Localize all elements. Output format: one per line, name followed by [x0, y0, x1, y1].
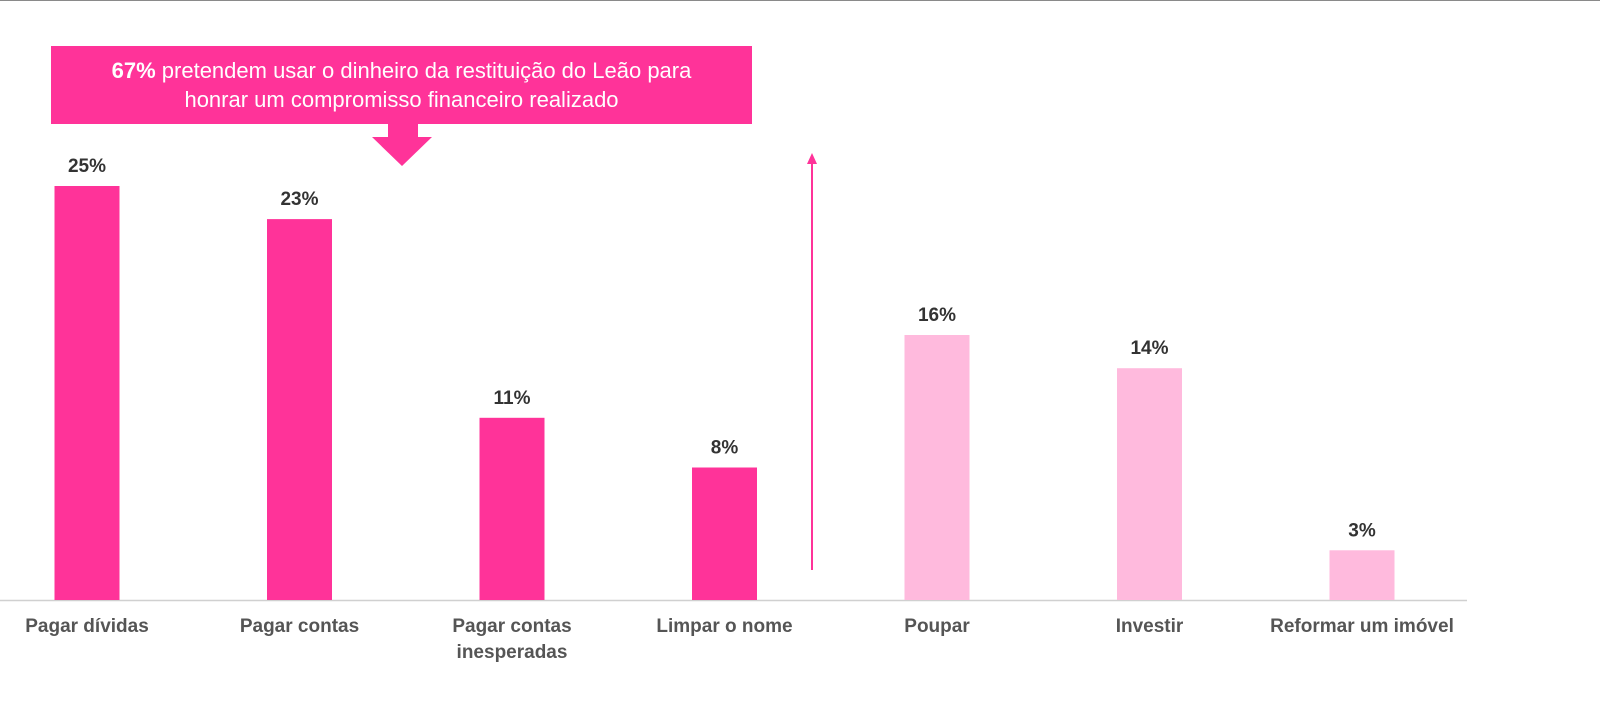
- bar-0: [54, 186, 120, 600]
- value-label-6: 3%: [1348, 520, 1376, 541]
- callout-banner: 67% pretendem usar o dinheiro da restitu…: [51, 46, 752, 124]
- value-label-4: 16%: [918, 305, 956, 326]
- bar-3: [692, 467, 757, 600]
- value-label-3: 8%: [711, 438, 739, 459]
- callout-highlight: 67%: [111, 58, 156, 83]
- top-border: [0, 0, 1600, 1]
- category-label-6: Reformar um imóvel: [1270, 616, 1454, 637]
- category-label-1: Pagar contas: [239, 616, 360, 637]
- bar-1: [267, 219, 332, 600]
- category-label-3: Limpar o nome: [656, 616, 793, 637]
- callout-down-arrow-icon: [372, 124, 432, 166]
- bar-4: [904, 335, 970, 600]
- value-label-1: 23%: [280, 189, 318, 210]
- bar-6: [1329, 550, 1395, 600]
- callout-text: 67% pretendem usar o dinheiro da restitu…: [82, 56, 722, 114]
- category-label-4: Poupar: [904, 616, 970, 637]
- bar-2: [479, 417, 545, 600]
- vertical-divider-arrow: [807, 153, 817, 570]
- value-label-5: 14%: [1130, 338, 1168, 359]
- bar-5: [1117, 368, 1182, 600]
- category-label-2: Pagar contas inesperadas: [452, 616, 572, 663]
- value-label-2: 11%: [494, 388, 531, 409]
- callout-body: pretendem usar o dinheiro da restituição…: [155, 58, 692, 112]
- category-label-0: Pagar dívidas: [25, 616, 149, 637]
- category-label-5: Investir: [1115, 616, 1184, 637]
- value-label-0: 25%: [68, 156, 106, 177]
